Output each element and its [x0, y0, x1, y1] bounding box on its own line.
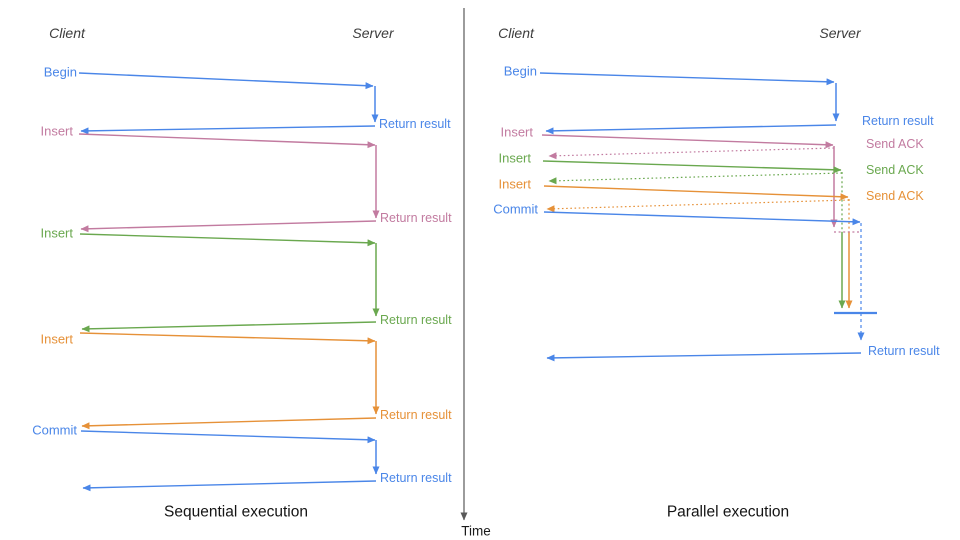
return-result-label: Return result — [380, 470, 452, 485]
op-label-insert: Insert — [40, 123, 73, 139]
sequential-title: Sequential execution — [164, 503, 308, 521]
time-axis-label: Time — [461, 523, 491, 539]
send-line-begin — [78, 72, 374, 90]
return-result-label: Return result — [868, 343, 940, 358]
send-ack-label: Send ACK — [866, 162, 924, 177]
send-line-insert — [79, 332, 376, 345]
return-line-commit — [82, 480, 377, 492]
return-line-insert — [81, 321, 377, 333]
op-label-insert: Insert — [500, 124, 533, 140]
ack-line-insert — [546, 199, 850, 213]
op-label-insert: Insert — [498, 150, 531, 166]
send-ack-label: Send ACK — [866, 188, 924, 203]
op-label-commit: Commit — [32, 422, 77, 438]
op-label-begin: Begin — [503, 63, 537, 79]
sequential-server-header: Server — [352, 25, 394, 41]
return-line-insert — [80, 220, 377, 233]
send-line-insert — [543, 185, 849, 201]
op-label-begin: Begin — [43, 64, 77, 80]
send-line-insert — [542, 160, 842, 174]
return-line-insert — [81, 417, 377, 430]
parallel-server-header: Server — [819, 25, 861, 41]
send-line-begin — [539, 72, 835, 86]
parallel-title: Parallel execution — [666, 503, 790, 521]
return-result-label: Return result — [380, 312, 452, 327]
send-line-insert — [79, 233, 376, 247]
send-line-commit — [80, 430, 376, 444]
return-result-label: Return result — [380, 210, 452, 225]
send-line-insert — [78, 133, 376, 149]
send-line-commit — [543, 211, 861, 226]
return-result-label: Return result — [379, 116, 451, 131]
return-result-label: Return result — [862, 113, 934, 128]
return-result-label: Return result — [380, 407, 452, 422]
parallel-client-header: Client — [498, 25, 534, 41]
sequential-client-header: Client — [49, 25, 85, 41]
op-label-insert: Insert — [498, 176, 531, 192]
op-label-insert: Insert — [40, 331, 73, 347]
ack-line-insert — [548, 147, 835, 160]
op-label-insert: Insert — [40, 225, 73, 241]
return-line-commit — [546, 352, 862, 362]
send-ack-label: Send ACK — [866, 136, 924, 151]
ack-line-insert — [548, 172, 843, 185]
send-line-insert — [541, 134, 834, 149]
return-line-begin — [80, 125, 376, 135]
return-line-begin — [545, 124, 837, 135]
op-label-commit: Commit — [493, 201, 538, 217]
